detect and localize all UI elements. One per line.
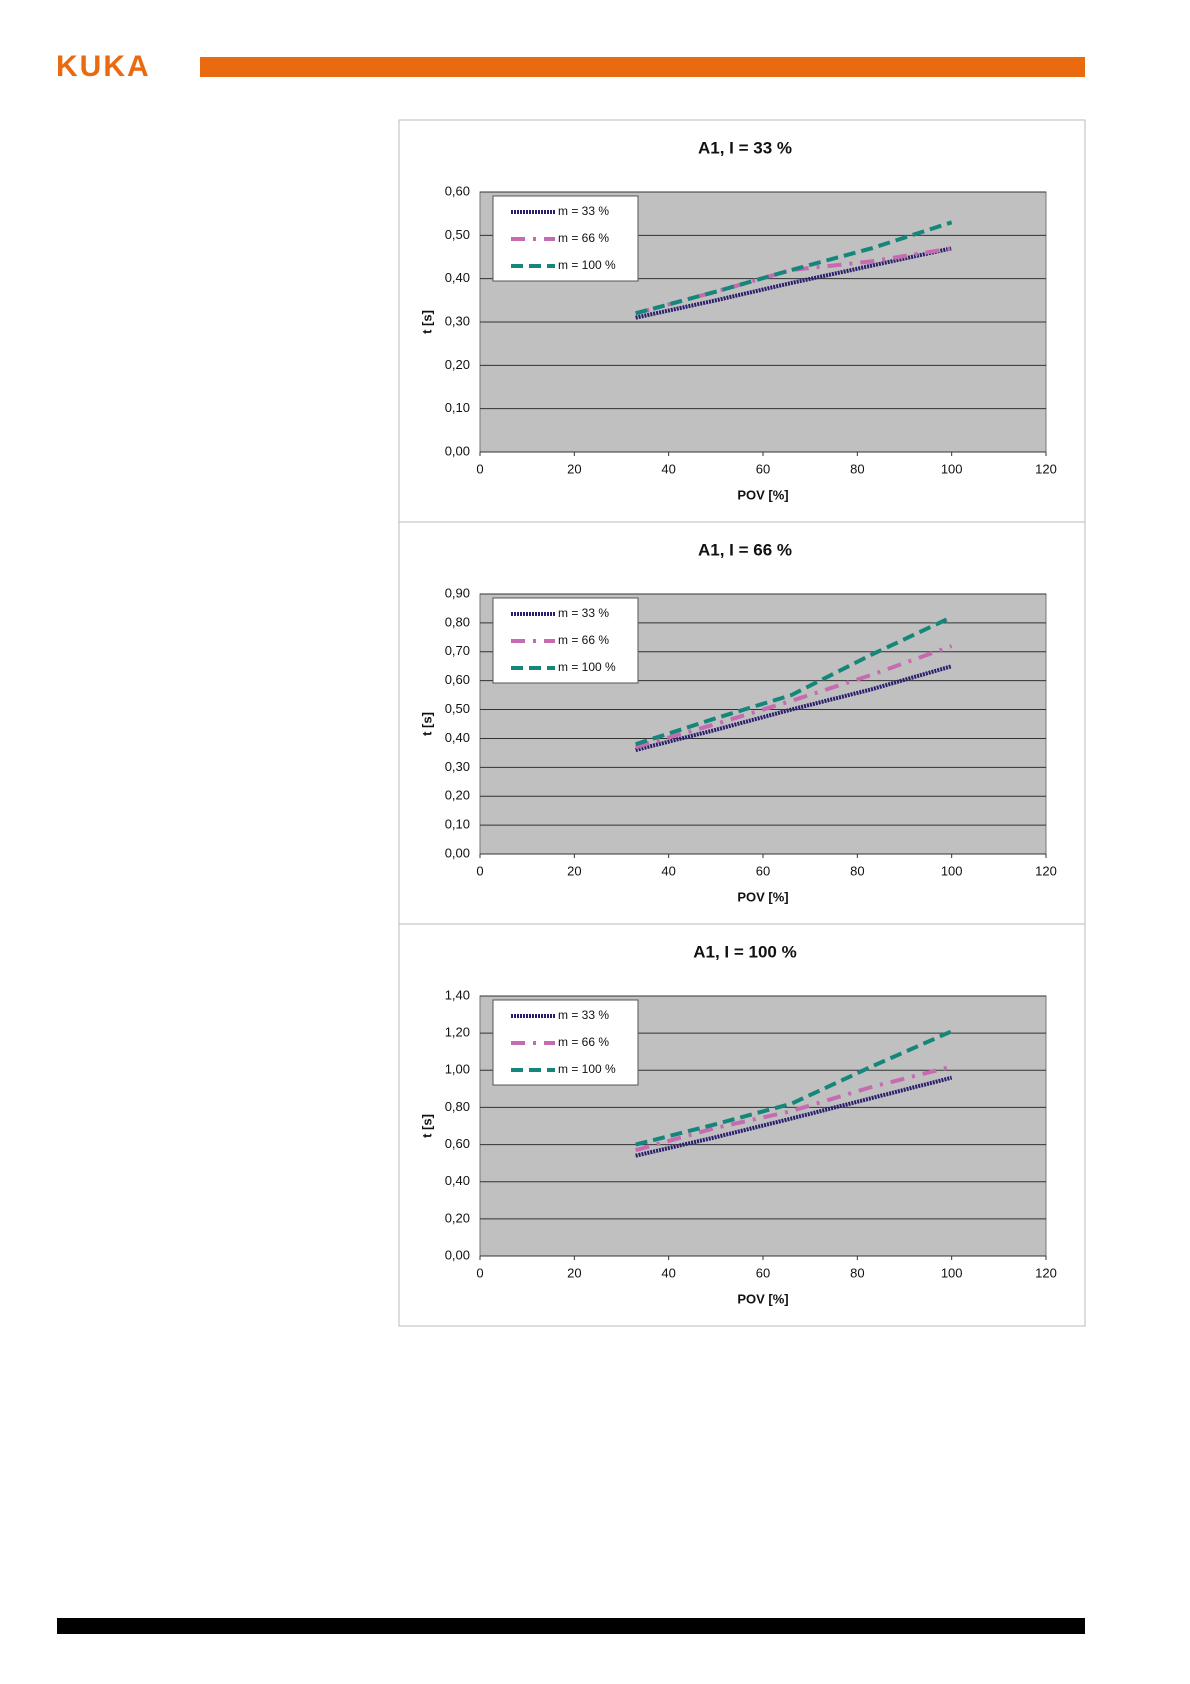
x-tick-label: 120 — [1035, 461, 1057, 476]
y-tick-label: 0,00 — [445, 1247, 470, 1262]
x-axis-label: POV [%] — [737, 889, 788, 904]
data-line — [635, 644, 953, 750]
y-tick-label: 0,80 — [445, 614, 470, 629]
y-tick-label: 0,60 — [445, 1136, 470, 1151]
y-tick-label: 0,10 — [445, 817, 470, 832]
data-line — [635, 615, 953, 747]
chart-title: A1, I = 100 % — [693, 942, 796, 961]
y-tick-label: 1,20 — [445, 1025, 470, 1040]
x-tick-label: 100 — [941, 1265, 963, 1280]
x-tick-label: 60 — [756, 461, 770, 476]
y-tick-label: 0,40 — [445, 270, 470, 285]
y-tick-label: 0,50 — [445, 701, 470, 716]
x-tick-label: 20 — [567, 1265, 581, 1280]
y-tick-label: 0,80 — [445, 1099, 470, 1114]
y-tick-label: 0,70 — [445, 643, 470, 658]
y-tick-label: 0,50 — [445, 227, 470, 242]
legend-label: m = 100 % — [558, 660, 616, 674]
data-line — [635, 664, 953, 752]
x-tick-label: 40 — [661, 461, 675, 476]
x-tick-label: 40 — [661, 1265, 675, 1280]
legend-label: m = 33 % — [558, 1008, 609, 1022]
chart-title: A1, I = 33 % — [698, 138, 792, 157]
x-tick-label: 100 — [941, 461, 963, 476]
x-axis-label: POV [%] — [737, 1291, 788, 1306]
y-tick-label: 0,00 — [445, 443, 470, 458]
logo: KUKA — [56, 50, 151, 83]
x-tick-label: 20 — [567, 863, 581, 878]
x-tick-label: 80 — [850, 461, 864, 476]
x-tick-label: 0 — [476, 863, 483, 878]
legend-label: m = 100 % — [558, 258, 616, 272]
x-axis-label: POV [%] — [737, 487, 788, 502]
y-tick-label: 0,20 — [445, 788, 470, 803]
y-tick-label: 0,10 — [445, 400, 470, 415]
legend-label: m = 100 % — [558, 1062, 616, 1076]
y-axis-label: t [s] — [419, 310, 434, 334]
x-tick-label: 60 — [756, 863, 770, 878]
y-tick-label: 0,30 — [445, 313, 470, 328]
legend-label: m = 66 % — [558, 231, 609, 245]
x-tick-label: 100 — [941, 863, 963, 878]
x-tick-label: 120 — [1035, 863, 1057, 878]
data-line — [635, 246, 953, 320]
x-tick-label: 20 — [567, 461, 581, 476]
legend-label: m = 33 % — [558, 606, 609, 620]
y-tick-label: 0,40 — [445, 1173, 470, 1188]
chart-title: A1, I = 66 % — [698, 540, 792, 559]
header-bar — [200, 57, 1085, 77]
x-tick-label: 40 — [661, 863, 675, 878]
x-tick-label: 60 — [756, 1265, 770, 1280]
y-tick-label: 0,20 — [445, 1210, 470, 1225]
y-tick-label: 0,60 — [445, 672, 470, 687]
y-tick-label: 1,40 — [445, 987, 470, 1002]
legend-label: m = 66 % — [558, 1035, 609, 1049]
y-axis-label: t [s] — [419, 712, 434, 736]
footer-bar — [57, 1618, 1085, 1634]
y-tick-label: 1,00 — [445, 1062, 470, 1077]
data-line — [635, 1064, 953, 1153]
x-tick-label: 0 — [476, 1265, 483, 1280]
y-tick-label: 0,60 — [445, 183, 470, 198]
data-line — [635, 220, 953, 316]
y-tick-label: 0,00 — [445, 845, 470, 860]
y-tick-label: 0,40 — [445, 730, 470, 745]
x-tick-label: 80 — [850, 863, 864, 878]
x-tick-label: 0 — [476, 461, 483, 476]
data-line — [635, 1029, 953, 1147]
y-tick-label: 0,20 — [445, 357, 470, 372]
x-tick-label: 80 — [850, 1265, 864, 1280]
x-tick-label: 120 — [1035, 1265, 1057, 1280]
y-tick-label: 0,90 — [445, 585, 470, 600]
legend-label: m = 33 % — [558, 204, 609, 218]
legend-label: m = 66 % — [558, 633, 609, 647]
y-tick-label: 0,30 — [445, 759, 470, 774]
y-axis-label: t [s] — [419, 1114, 434, 1138]
data-line — [635, 1075, 953, 1158]
